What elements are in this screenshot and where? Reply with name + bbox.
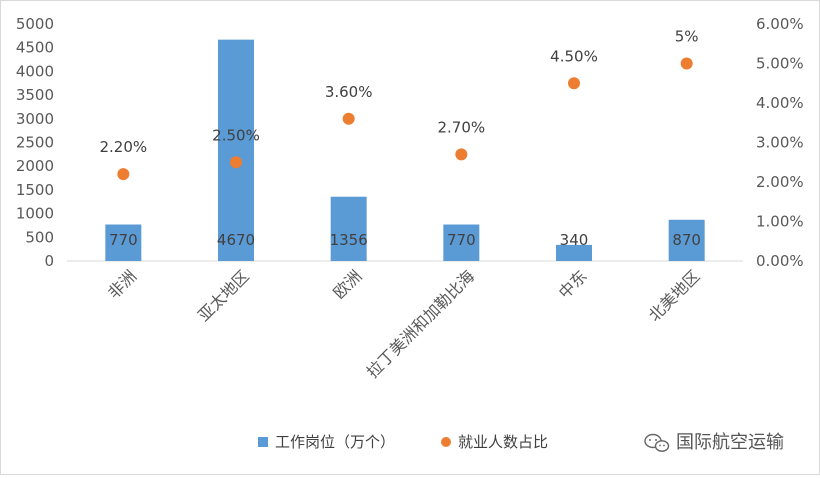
y-right-tick-label: 4.00% (756, 94, 804, 112)
y-left-tick-label: 1000 (16, 205, 54, 223)
y-left-tick-label: 3500 (16, 86, 54, 104)
bar-data-label: 770 (109, 231, 138, 249)
points-layer (117, 57, 693, 181)
point-data-label: 2.20% (100, 138, 148, 156)
scatter-point (117, 168, 130, 181)
category-label: 亚太地区 (194, 266, 253, 325)
scatter-point (230, 156, 242, 169)
legend-bar-swatch (258, 437, 268, 447)
point-data-label: 2.70% (438, 118, 486, 136)
bars-layer (105, 39, 705, 261)
bar-data-label: 4670 (217, 231, 255, 249)
y-left-tick-label: 5000 (16, 15, 54, 33)
bar (105, 224, 142, 261)
y-right-tick-label: 2.00% (756, 173, 804, 191)
y-left-tick-label: 3000 (16, 110, 54, 128)
legend-point-label: 就业人数占比 (458, 433, 548, 451)
watermark: 国际航空运输 (644, 432, 784, 453)
y-right-tick-label: 6.00% (756, 15, 804, 33)
category-label: 非洲 (104, 266, 140, 302)
category-label: 中东 (555, 266, 591, 302)
labels-layer: 770 4670 1356 770 340 870 2.20% 2.50% 3.60% 2.70%… (100, 28, 701, 250)
bar (443, 224, 480, 261)
axes-layer: 0 500 1000 1500 2000 2500 3000 3500 4000 4500 5000… (16, 15, 804, 382)
scatter-point (455, 148, 468, 161)
bar-data-label: 870 (672, 231, 701, 249)
scatter-point (568, 77, 580, 90)
bar (218, 39, 254, 261)
y-left-tick-label: 4000 (16, 62, 54, 80)
y-left-tick-label: 0 (44, 252, 54, 270)
scatter-point (342, 112, 355, 125)
legend-point-swatch (441, 437, 451, 447)
bar (330, 196, 367, 261)
category-label: 北美地区 (645, 266, 704, 325)
scatter-point (680, 57, 693, 70)
category-label: 欧洲 (329, 266, 365, 302)
y-right-tick-label: 1.00% (756, 213, 804, 231)
y-left-tick-label: 2500 (16, 134, 54, 152)
bar-data-label: 340 (560, 231, 589, 249)
legend: 工作岗位（万个） 就业人数占比 (258, 433, 548, 451)
bar (556, 244, 592, 261)
category-label: 拉丁美洲和加勒比海 (363, 266, 478, 381)
y-left-tick-label: 500 (25, 228, 54, 246)
bar-data-label: 770 (447, 231, 476, 249)
y-left-tick-label: 4500 (16, 39, 54, 57)
point-data-label: 3.60% (325, 83, 373, 101)
point-data-label: 4.50% (550, 47, 598, 65)
y-left-tick-label: 1500 (16, 181, 54, 199)
y-right-tick-label: 5.00% (756, 55, 804, 73)
y-right-tick-label: 0.00% (756, 252, 804, 270)
bar-data-label: 1356 (330, 231, 368, 249)
y-left-tick-label: 2000 (16, 157, 54, 175)
legend-bar-label: 工作岗位（万个） (275, 433, 395, 451)
y-right-tick-label: 3.00% (756, 134, 804, 152)
wechat-icon (644, 433, 670, 452)
point-data-label: 5% (675, 28, 699, 46)
point-data-label: 2.50% (212, 126, 260, 144)
bar (668, 219, 705, 261)
watermark-text: 国际航空运输 (676, 432, 784, 453)
